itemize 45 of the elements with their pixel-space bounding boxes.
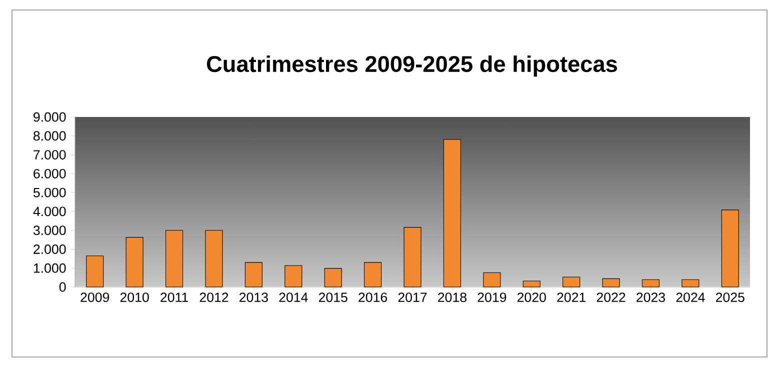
y-tick-label: 5.000 [33, 188, 66, 198]
y-tick-label: 3.000 [33, 226, 66, 236]
bar [166, 230, 184, 288]
x-tick-label: 2010 [120, 292, 149, 302]
x-tick-label: 2025 [716, 292, 744, 302]
x-tick-label: 2023 [636, 292, 665, 302]
bar [244, 262, 262, 288]
bar [522, 280, 540, 288]
x-tick-label: 2011 [160, 292, 188, 302]
x-tick-label: 2017 [398, 292, 427, 302]
bar [86, 256, 104, 288]
bar [602, 278, 620, 288]
bar [562, 276, 580, 288]
y-tick-label: 7.000 [34, 150, 66, 160]
bar [483, 272, 501, 288]
y-tick-label: 2.000 [34, 244, 66, 254]
x-tick-label: 2014 [279, 292, 308, 302]
chart-title: Cuatrimestres 2009-2025 de hipotecas [206, 55, 617, 77]
x-tick-label: 2022 [596, 292, 626, 302]
x-tick-label: 2012 [200, 292, 228, 302]
bar [284, 265, 302, 288]
x-tick-label: 2021 [557, 292, 586, 302]
x-tick-label: 2020 [517, 292, 546, 302]
x-tick-label: 2019 [478, 292, 506, 302]
x-tick-label: 2016 [358, 292, 388, 302]
bar [324, 268, 342, 288]
y-tick-label: 0 [59, 282, 66, 292]
x-tick-label: 2015 [318, 292, 348, 302]
bar [721, 210, 739, 288]
x-tick-label: 2024 [676, 292, 705, 302]
y-tick-label: 8.000 [34, 131, 66, 141]
x-tick-label: 2013 [240, 292, 268, 302]
x-tick-label: 2018 [438, 292, 466, 302]
bar [126, 237, 144, 288]
y-tick-label: 6.000 [34, 168, 66, 178]
y-tick-label: 9.000 [34, 112, 66, 122]
bar [642, 279, 660, 288]
y-tick-label: 1.000 [34, 263, 66, 273]
bar [364, 262, 382, 288]
x-tick-label: 2009 [80, 292, 110, 302]
bar [205, 230, 223, 288]
y-tick-label: 4.000 [33, 206, 66, 216]
bar [443, 139, 461, 288]
bar [682, 279, 700, 288]
bar [404, 227, 422, 288]
